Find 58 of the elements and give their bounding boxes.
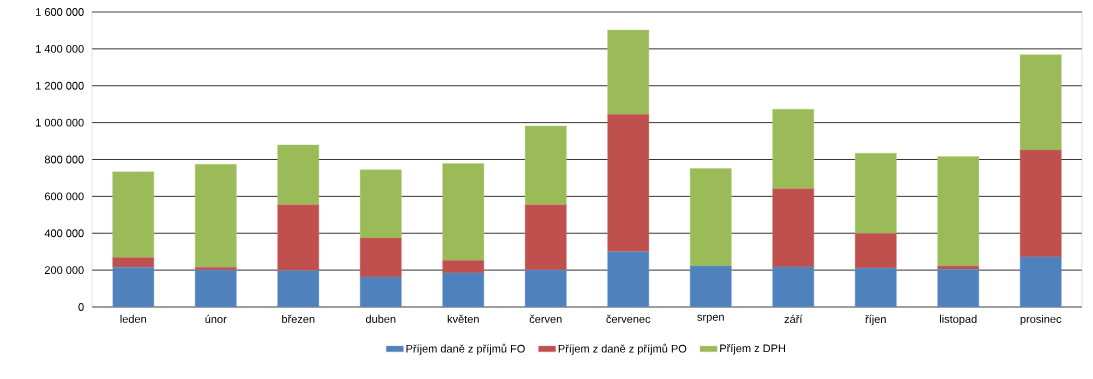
x-tick-label: říjen: [865, 314, 886, 326]
y-tick-label: 0: [78, 303, 84, 311]
bar: [854, 267, 897, 307]
x-tick-label: duben: [365, 314, 396, 323]
legend-label: Příjem z daně z příjmů PO: [558, 343, 687, 355]
bar: [194, 164, 237, 268]
bar: [854, 153, 897, 234]
bar: [524, 204, 567, 271]
bar: [112, 257, 155, 268]
bar: [607, 251, 650, 307]
bar: [194, 269, 237, 307]
bar: [1019, 256, 1062, 307]
bar: [112, 267, 155, 307]
bar: [277, 144, 320, 206]
bar: [359, 237, 402, 278]
x-tick-label: prosinec: [1020, 314, 1062, 326]
bar: [772, 266, 815, 307]
bar: [524, 125, 567, 206]
bar: [112, 171, 155, 258]
y-tick-label: 800 000: [44, 155, 84, 164]
bar: [442, 272, 485, 307]
bar: [442, 260, 485, 274]
x-tick-label: květen: [447, 314, 479, 323]
bar: [689, 265, 732, 307]
bar: [1019, 54, 1062, 151]
y-tick-label: 200 000: [44, 266, 84, 275]
bar: [1019, 149, 1062, 258]
y-tick-label: 1 000 000: [36, 118, 84, 127]
y-tick-label: 1 400 000: [36, 44, 84, 53]
x-tick-label: červenec: [606, 314, 651, 323]
bar: [937, 265, 980, 270]
x-tick-label: leden: [120, 314, 146, 323]
legend-label: Příjem daně z příjmů FO: [406, 343, 525, 355]
y-tick-label: 600 000: [44, 192, 84, 201]
bar: [442, 163, 485, 261]
bar: [937, 156, 980, 267]
bar: [772, 188, 815, 268]
bar: [277, 204, 320, 271]
x-tick-label: srpen: [697, 314, 724, 324]
bar: [359, 169, 402, 239]
bar: [772, 109, 815, 190]
x-tick-label: únor: [205, 314, 227, 324]
x-tick-label: březen: [282, 314, 315, 323]
bar: [607, 29, 650, 115]
bar: [277, 270, 320, 307]
bar: [524, 269, 567, 307]
x-tick-label: listopad: [940, 314, 977, 326]
bar: [607, 114, 650, 252]
bar: [359, 276, 402, 307]
y-tick-label: 1 200 000: [36, 81, 84, 90]
x-tick-label: červen: [529, 314, 562, 323]
legend-label: Příjem z DPH: [720, 344, 785, 355]
bar: [689, 168, 732, 267]
x-tick-label: září: [784, 314, 803, 324]
bar: [937, 269, 980, 307]
bar: [854, 233, 897, 269]
y-tick-label: 1 600 000: [36, 8, 84, 16]
y-tick-label: 400 000: [44, 229, 84, 238]
